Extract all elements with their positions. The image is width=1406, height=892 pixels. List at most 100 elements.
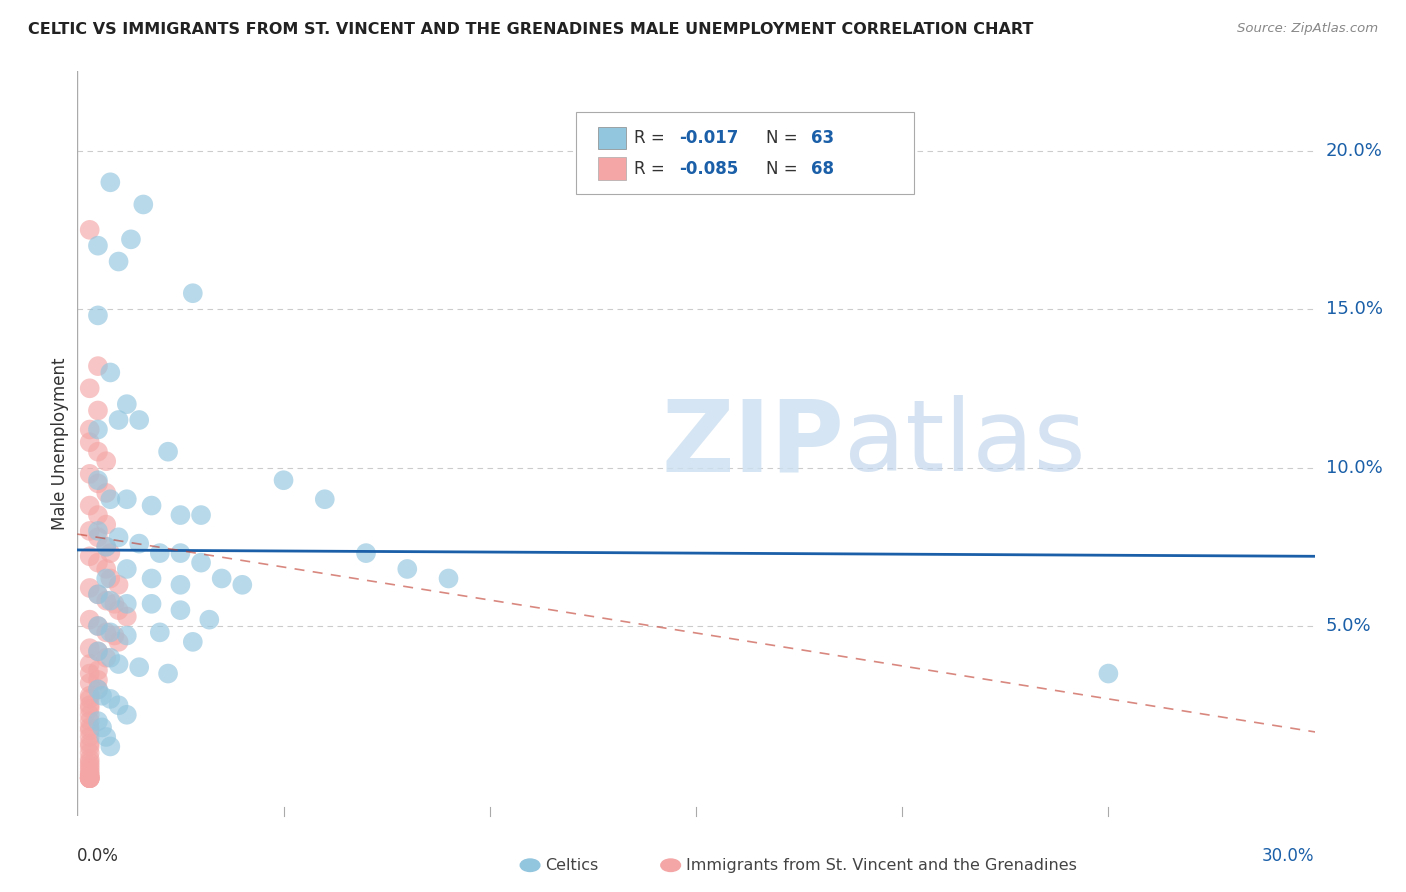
Point [87, 619, 110, 633]
Text: ZIP: ZIP [662, 395, 845, 492]
Point [79, 581, 101, 595]
Point [87, 673, 110, 687]
Point [79, 698, 101, 713]
Point [273, 473, 295, 487]
Point [107, 603, 129, 617]
Point [96, 517, 118, 532]
Point [79, 736, 101, 750]
Point [96, 593, 118, 607]
Point [79, 666, 101, 681]
Point [128, 536, 150, 550]
Point [79, 714, 101, 728]
Point [103, 597, 125, 611]
Point [79, 657, 101, 671]
Point [87, 309, 110, 323]
Point [98, 175, 121, 189]
Point [128, 413, 150, 427]
Point [79, 707, 101, 722]
Point [87, 664, 110, 678]
Point [79, 768, 101, 782]
Point [169, 508, 191, 522]
Point [79, 771, 101, 785]
Point [79, 758, 101, 772]
Point [91, 689, 114, 703]
Point [79, 756, 101, 770]
Point [87, 476, 110, 491]
Text: -0.017: -0.017 [679, 129, 738, 147]
Point [115, 562, 138, 576]
Point [98, 593, 121, 607]
Point [79, 771, 101, 785]
Point [87, 682, 110, 697]
Text: 10.0%: 10.0% [1326, 458, 1382, 476]
Point [79, 467, 101, 481]
Point [231, 578, 253, 592]
Point [141, 499, 163, 513]
Point [96, 562, 118, 576]
Point [87, 444, 110, 458]
Point [98, 492, 121, 507]
Point [79, 771, 101, 785]
Point [87, 423, 110, 437]
Point [115, 397, 138, 411]
Point [96, 486, 118, 500]
Point [198, 613, 221, 627]
Point [87, 508, 110, 522]
Point [87, 473, 110, 487]
Point [79, 676, 101, 690]
Text: atlas: atlas [845, 395, 1085, 492]
Point [169, 578, 191, 592]
Point [96, 625, 118, 640]
Point [87, 530, 110, 544]
Point [157, 666, 180, 681]
Point [190, 508, 212, 522]
Point [79, 730, 101, 744]
Point [107, 530, 129, 544]
Point [79, 423, 101, 437]
Point [115, 628, 138, 642]
Point [79, 752, 101, 766]
Text: Immigrants from St. Vincent and the Grenadines: Immigrants from St. Vincent and the Gren… [686, 858, 1077, 872]
Text: -0.085: -0.085 [679, 160, 738, 178]
Point [107, 254, 129, 268]
Point [79, 762, 101, 776]
Text: 20.0%: 20.0% [1326, 142, 1382, 160]
Point [79, 771, 101, 785]
Point [87, 644, 110, 658]
Text: 68: 68 [811, 160, 834, 178]
Point [149, 546, 172, 560]
Point [79, 549, 101, 564]
Point [87, 524, 110, 538]
Text: R =: R = [634, 160, 671, 178]
Point [115, 492, 138, 507]
Point [120, 232, 142, 246]
Point [87, 238, 110, 252]
Point [107, 635, 129, 649]
Point [79, 739, 101, 754]
Point [115, 707, 138, 722]
Point [79, 435, 101, 450]
Point [79, 721, 101, 735]
Point [128, 660, 150, 674]
Point [79, 771, 101, 785]
Point [79, 701, 101, 715]
Point [87, 714, 110, 728]
Point [87, 556, 110, 570]
Point [132, 197, 155, 211]
Point [396, 562, 419, 576]
Point [87, 587, 110, 601]
Point [115, 597, 138, 611]
Point [96, 650, 118, 665]
Point [1097, 666, 1119, 681]
Point [107, 578, 129, 592]
Text: N =: N = [766, 129, 803, 147]
Point [169, 603, 191, 617]
Point [141, 572, 163, 586]
Text: 5.0%: 5.0% [1326, 617, 1371, 635]
Point [181, 286, 204, 301]
Point [87, 644, 110, 658]
Text: R =: R = [634, 129, 671, 147]
Point [98, 366, 121, 380]
Point [87, 682, 110, 697]
Point [87, 403, 110, 417]
